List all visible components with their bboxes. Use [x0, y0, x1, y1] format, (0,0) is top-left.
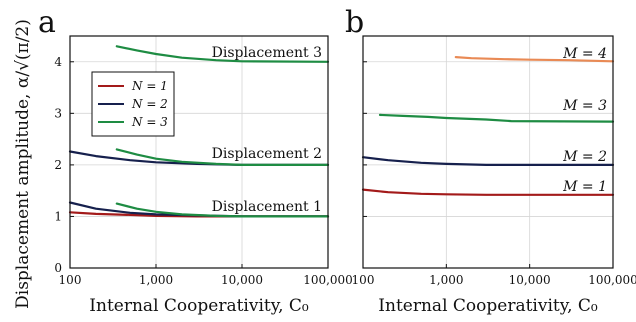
- annotation-displacement-2: Displacement 2: [212, 146, 322, 162]
- panel-b-xtick-label-3: 100,000: [588, 273, 636, 287]
- panel-a-xtick-label-1: 1,000: [139, 273, 173, 287]
- panel-a-series-4: [115, 148, 330, 166]
- annotation-displacement-3: Displacement 3: [212, 45, 322, 61]
- annotation-m4: M = 4: [562, 46, 607, 62]
- panel-b-xtick-label-1: 1,000: [429, 273, 463, 287]
- panel-a-series-2: [115, 202, 330, 218]
- panel-a-letter: a: [38, 5, 56, 40]
- legend-label-n2: N = 2: [131, 97, 168, 111]
- y-axis-label: Displacement amplitude, α/√(π/2): [13, 19, 33, 309]
- panel-a-ytick-label-0: 0: [54, 261, 62, 275]
- panel-b-series-2: [378, 113, 615, 123]
- panel-b-xtick-label-0: 100: [352, 273, 375, 287]
- legend: N = 1 N = 2 N = 3: [91, 71, 175, 137]
- panel-b-plot: 100 1,000 10,000 100,000 Internal Cooperati…: [352, 35, 636, 316]
- annotation-m2: M = 2: [562, 149, 607, 165]
- panel-a-series-5: [115, 45, 330, 63]
- panel-b-x-label: Internal Cooperativity, C₀: [378, 296, 598, 316]
- panel-a-ytick-label-4: 4: [54, 55, 62, 69]
- panel-b-series-3: [454, 55, 615, 63]
- panel-b-series-1: [361, 156, 615, 166]
- panel-a-xtick-label-0: 100: [59, 273, 82, 287]
- panel-a-x-label: Internal Cooperativity, C₀: [89, 296, 309, 316]
- panel-b-xtick-label-2: 10,000: [509, 273, 551, 287]
- panel-b-letter: b: [345, 5, 364, 40]
- legend-label-n1: N = 1: [131, 79, 168, 93]
- panel-a-frame: [69, 35, 329, 269]
- annotation-m1: M = 1: [562, 179, 607, 195]
- panel-a-ytick-label-1: 1: [54, 209, 62, 223]
- legend-label-n3: N = 3: [131, 115, 168, 129]
- panel-a-ytick-label-2: 2: [54, 158, 62, 172]
- panel-a-plot: 100 1,000 10,000 100,000 0 1 2 3 4 Internal Coop…: [54, 35, 353, 316]
- panel-a-ytick-label-3: 3: [54, 106, 62, 120]
- panel-a-xtick-label-2: 10,000: [221, 273, 263, 287]
- annotation-displacement-1: Displacement 1: [212, 199, 322, 215]
- panel-b-series-0: [361, 188, 615, 196]
- panel-a-xtick-label-3: 100,000: [303, 273, 353, 287]
- panel-b-frame: [362, 35, 614, 269]
- annotation-m3: M = 3: [562, 98, 607, 114]
